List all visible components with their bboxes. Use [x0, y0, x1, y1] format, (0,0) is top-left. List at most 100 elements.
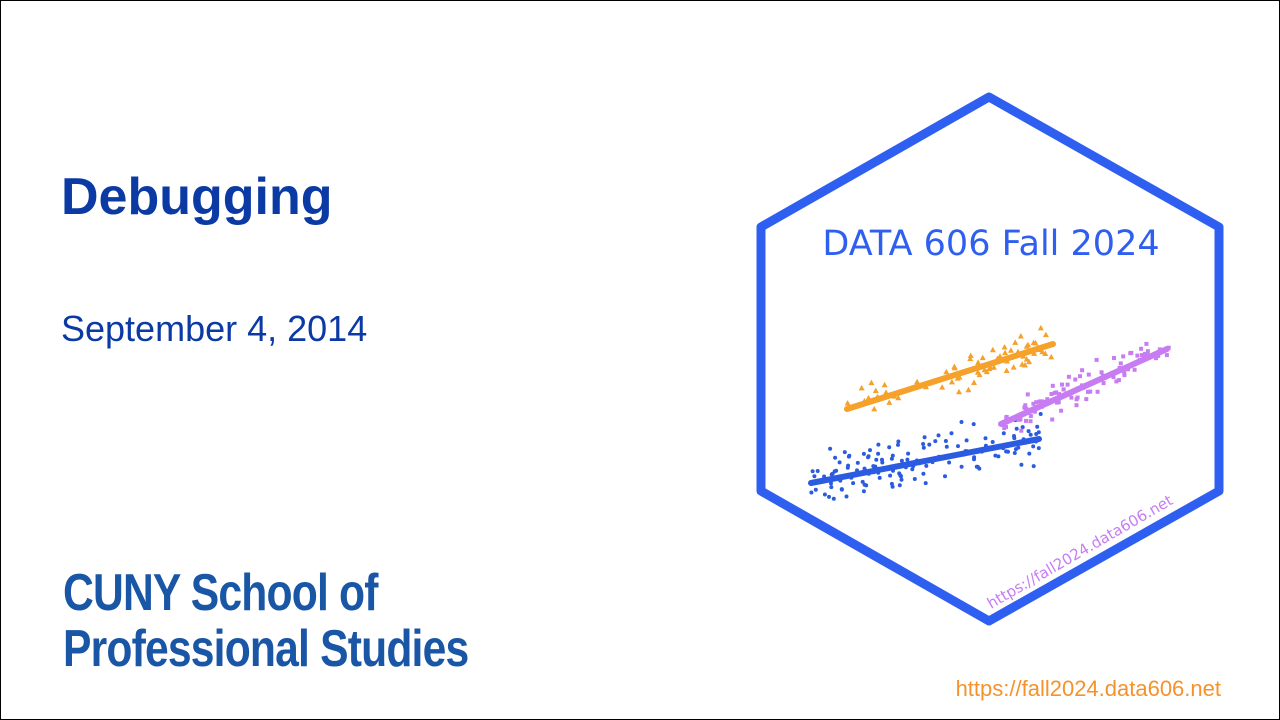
blue-point	[975, 464, 980, 469]
blue-point	[813, 487, 818, 492]
purple-point	[1145, 349, 1150, 354]
blue-point	[959, 420, 964, 424]
blue-point	[910, 467, 915, 472]
orange-point	[955, 388, 962, 395]
purple-point	[1095, 389, 1100, 394]
purple-point	[1086, 372, 1091, 377]
orange-point	[951, 364, 958, 371]
orange-point	[1003, 367, 1010, 373]
blue-point	[899, 477, 904, 482]
purple-point	[1144, 341, 1149, 346]
purple-point	[1037, 399, 1042, 404]
logo-line-2: Professional Studies	[63, 620, 469, 678]
orange-point	[1012, 339, 1019, 345]
blue-point	[829, 481, 833, 486]
purple-point	[1019, 428, 1024, 433]
purple-point	[1086, 389, 1090, 394]
cuny-sps-logo: CUNY School of Professional Studies	[63, 564, 469, 678]
blue-point	[831, 496, 836, 501]
blue-point	[890, 453, 895, 458]
purple-point	[1060, 382, 1064, 387]
blue-point	[887, 445, 892, 450]
purple-point	[1129, 350, 1134, 355]
blue-point	[943, 439, 948, 443]
orange-point	[965, 386, 972, 393]
orange-point	[1023, 356, 1030, 362]
blue-point	[933, 439, 938, 444]
orange-point	[871, 405, 878, 412]
footer-url-link[interactable]: https://fall2024.data606.net	[955, 676, 1221, 701]
blue-point	[1012, 434, 1016, 438]
blue-point	[830, 471, 835, 476]
blue-point	[871, 464, 876, 469]
blue-point	[936, 433, 941, 438]
blue-point	[874, 457, 879, 462]
purple-point	[1073, 377, 1078, 382]
blue-point	[842, 450, 847, 455]
purple-point	[1099, 370, 1104, 375]
blue-point	[1006, 449, 1010, 454]
blue-point	[866, 455, 870, 460]
purple-point	[1050, 383, 1055, 388]
purple-point	[1135, 353, 1140, 358]
blue-point	[923, 481, 928, 486]
blue-point	[897, 483, 902, 488]
logo-line-1: CUNY School of	[63, 564, 378, 622]
blue-point	[822, 492, 827, 497]
orange-point	[1042, 350, 1049, 357]
purple-point	[1004, 424, 1008, 429]
blue-point	[837, 460, 842, 465]
orange-point	[858, 384, 865, 391]
blue-point	[896, 442, 900, 447]
orange-point	[881, 381, 888, 388]
purple-point	[1017, 417, 1021, 422]
orange-point	[1019, 361, 1026, 367]
purple-point	[1023, 403, 1028, 408]
purple-point	[1049, 392, 1054, 396]
purple-point	[1084, 397, 1089, 402]
orange-point	[1002, 349, 1009, 356]
purple-point	[1066, 374, 1071, 379]
orange-point	[974, 369, 981, 375]
blue-point	[812, 474, 817, 479]
blue-point	[1031, 464, 1036, 469]
purple-point	[1054, 390, 1059, 395]
blue-point	[947, 460, 952, 465]
orange-point	[872, 387, 879, 394]
purple-point	[1118, 361, 1123, 366]
purple-point	[1074, 403, 1079, 408]
blue-point	[944, 444, 949, 449]
blue-point	[996, 454, 1001, 459]
blue-point	[1014, 426, 1019, 431]
purple-point	[1028, 414, 1033, 418]
blue-trend-line	[808, 436, 1042, 486]
orange-point	[1017, 332, 1024, 339]
blue-point	[983, 436, 988, 441]
blue-point	[851, 481, 856, 486]
purple-point	[1139, 346, 1144, 351]
slide-date: September 4, 2014	[61, 308, 368, 349]
orange-point	[1010, 364, 1017, 370]
blue-point	[1016, 445, 1021, 450]
blue-point	[906, 451, 911, 456]
purple-point	[1050, 417, 1055, 422]
blue-point	[972, 457, 976, 462]
purple-point	[1112, 356, 1116, 360]
slide-title: Debugging	[61, 168, 333, 226]
blue-point	[833, 455, 838, 460]
blue-point	[829, 485, 834, 490]
blue-point	[1036, 446, 1041, 451]
blue-point	[993, 453, 998, 458]
orange-point	[990, 364, 997, 370]
purple-point	[1111, 375, 1116, 379]
blue-point	[868, 448, 872, 453]
blue-point	[1028, 432, 1033, 437]
orange-point	[989, 346, 996, 353]
orange-point	[967, 352, 974, 359]
orange-point	[844, 400, 851, 406]
orange-point	[1039, 348, 1046, 355]
purple-trend-line	[998, 346, 1170, 427]
orange-point	[1023, 343, 1030, 349]
orange-point	[975, 359, 982, 365]
blue-point	[810, 469, 815, 474]
